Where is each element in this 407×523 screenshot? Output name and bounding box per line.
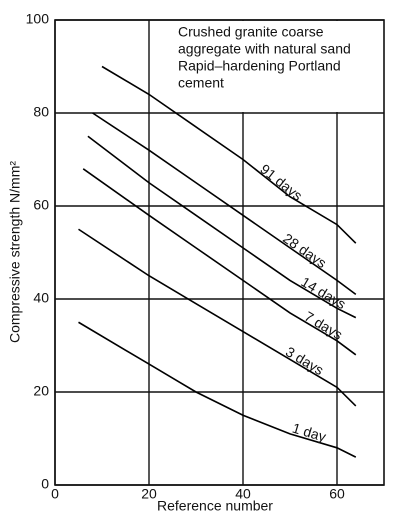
x-tick-label: 20 <box>141 486 157 502</box>
series-label: 14 days <box>298 273 348 312</box>
x-tick-label: 40 <box>235 486 251 502</box>
series-label: 7 days <box>302 308 346 343</box>
x-axis-label: Reference number <box>157 498 273 514</box>
annotation-box <box>151 21 383 112</box>
y-tick-label: 20 <box>33 383 49 399</box>
data-line <box>82 168 357 356</box>
x-tick-label: 0 <box>51 486 59 502</box>
y-axis-label: Compressive strength N/mm² <box>7 161 23 343</box>
annotation-line: Rapid–hardening Portland <box>178 58 341 74</box>
plot-frame <box>54 19 385 486</box>
y-tick-label: 60 <box>33 197 49 213</box>
y-tick-label: 100 <box>26 11 50 27</box>
x-tick-label: 60 <box>329 486 345 502</box>
data-line <box>87 135 357 319</box>
series-label: 1 day <box>290 420 327 445</box>
series-label: 28 days <box>280 230 329 271</box>
y-tick-label: 80 <box>33 104 49 120</box>
series-label: 91 days <box>257 161 305 204</box>
data-line <box>78 321 357 458</box>
annotation-line: cement <box>178 75 224 91</box>
annotation-line: Crushed granite coarse <box>178 24 324 40</box>
data-line <box>92 112 357 295</box>
y-tick-label: 40 <box>33 290 49 306</box>
data-line <box>78 228 357 407</box>
annotation-line: aggregate with natural sand <box>178 41 351 57</box>
y-tick-label: 0 <box>41 476 49 492</box>
data-line <box>101 65 357 244</box>
series-label: 3 days <box>283 343 327 378</box>
